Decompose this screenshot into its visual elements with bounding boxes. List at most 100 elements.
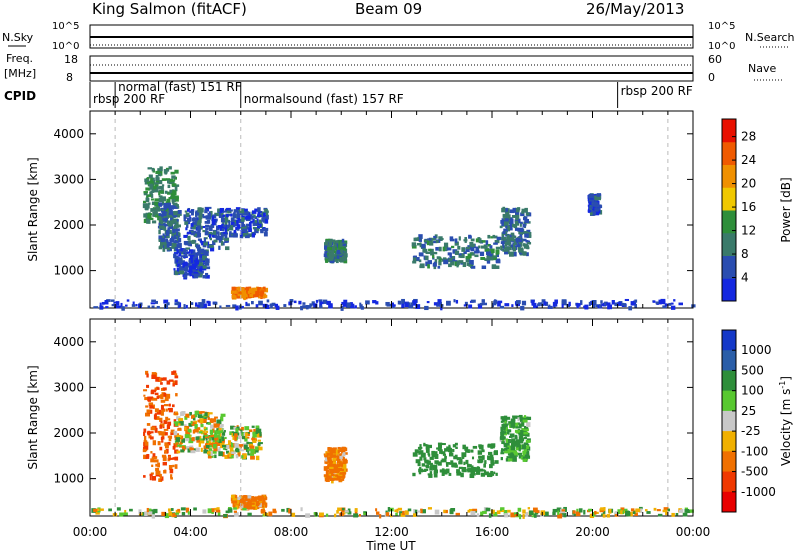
- data-cell: [178, 266, 184, 271]
- data-cell: [171, 246, 175, 249]
- data-cell: [665, 510, 669, 516]
- data-cell: [662, 305, 667, 309]
- colorbar-swatch: [722, 471, 736, 493]
- data-cell: [630, 301, 635, 306]
- data-cell: [241, 432, 245, 436]
- data-cell: [174, 440, 180, 445]
- data-cell: [463, 452, 467, 456]
- data-cell: [507, 439, 511, 442]
- data-cell: [218, 446, 221, 452]
- data-cell: [207, 241, 210, 246]
- data-cell: [449, 509, 453, 514]
- data-cell: [552, 511, 556, 516]
- data-cell: [506, 238, 511, 244]
- data-cell: [142, 200, 147, 204]
- data-cell: [470, 252, 475, 256]
- data-cell: [671, 305, 676, 310]
- data-cell: [249, 453, 255, 456]
- data-cell: [482, 455, 485, 460]
- data-cell: [434, 259, 438, 264]
- data-cell: [156, 203, 160, 207]
- data-cell: [506, 214, 511, 219]
- data-cell: [470, 263, 474, 269]
- data-cell: [237, 452, 241, 457]
- data-cell: [168, 166, 172, 170]
- data-cell: [245, 303, 250, 307]
- nsky-label: N.Sky: [2, 31, 34, 44]
- data-cell: [181, 252, 185, 255]
- data-cell: [143, 213, 147, 218]
- data-cell: [495, 249, 500, 255]
- data-cell: [638, 506, 643, 510]
- data-cell: [148, 508, 152, 513]
- data-cell: [168, 418, 171, 421]
- data-cell: [152, 220, 157, 224]
- data-cell: [423, 468, 429, 471]
- data-cell: [452, 448, 455, 452]
- data-cell: [108, 508, 112, 512]
- data-cell: [543, 511, 549, 517]
- data-cell: [198, 232, 202, 238]
- data-cell: [342, 473, 345, 478]
- data-cell: [240, 221, 245, 226]
- data-cell: [501, 237, 504, 241]
- data-cell: [385, 512, 390, 517]
- data-cell: [514, 452, 519, 456]
- data-cell: [255, 455, 260, 461]
- data-cell: [142, 203, 148, 209]
- data-cell: [452, 249, 458, 254]
- data-cell: [323, 245, 328, 250]
- data-cell: [486, 472, 492, 478]
- data-cell: [342, 507, 345, 511]
- data-cell: [161, 212, 167, 217]
- data-cell: [450, 508, 456, 512]
- data-cell: [390, 303, 395, 307]
- freq-tick-top: 18: [64, 53, 78, 66]
- data-cell: [548, 304, 551, 308]
- data-cell: [173, 202, 178, 206]
- data-cell: [160, 420, 163, 424]
- data-cell: [199, 218, 202, 223]
- data-cell: [646, 511, 651, 514]
- data-cell: [365, 300, 370, 305]
- data-cell: [510, 446, 515, 451]
- data-cell: [291, 512, 296, 517]
- data-cell: [227, 508, 233, 513]
- data-cell: [222, 218, 226, 223]
- data-cell: [462, 262, 467, 268]
- data-cell: [177, 209, 182, 214]
- data-cell: [418, 234, 422, 240]
- data-cell: [477, 305, 483, 309]
- data-cell: [254, 220, 258, 223]
- data-cell: [164, 190, 168, 194]
- data-cell: [219, 227, 222, 231]
- data-cell: [484, 245, 488, 250]
- data-cell: [243, 495, 248, 499]
- data-cell: [523, 442, 529, 446]
- data-cell: [467, 253, 472, 259]
- data-cell: [197, 427, 201, 430]
- data-cell: [195, 210, 199, 215]
- data-cell: [180, 260, 185, 264]
- data-cell: [231, 494, 235, 499]
- data-cell: [210, 455, 214, 458]
- data-cell: [245, 223, 251, 227]
- data-cell: [433, 473, 438, 478]
- data-cell: [506, 447, 510, 451]
- data-cell: [510, 232, 515, 236]
- data-cell: [505, 438, 508, 443]
- data-cell: [438, 261, 442, 266]
- data-cell: [448, 263, 452, 268]
- data-cell: [375, 301, 379, 305]
- data-cell: [524, 457, 529, 461]
- data-cell: [247, 451, 252, 456]
- data-cell: [517, 507, 522, 512]
- data-cell: [263, 232, 268, 237]
- data-cell: [423, 457, 427, 461]
- data-cell: [167, 213, 172, 218]
- data-cell: [204, 448, 207, 454]
- data-cell: [196, 264, 199, 269]
- data-cell: [229, 454, 234, 459]
- data-cell: [353, 513, 359, 518]
- data-cell: [175, 437, 181, 442]
